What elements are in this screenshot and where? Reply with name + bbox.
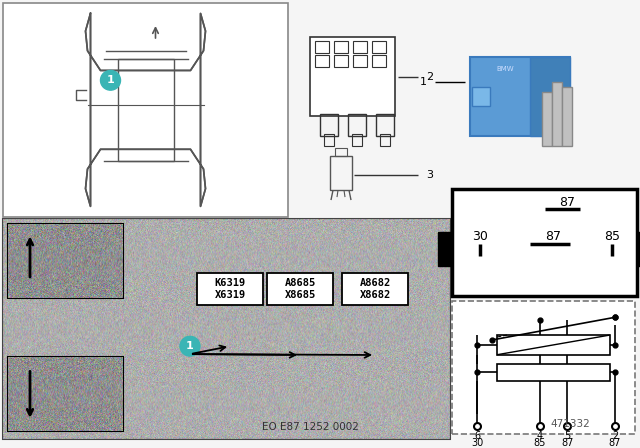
Bar (352, 134, 362, 146)
Bar (315, 55, 329, 67)
Bar (3, 3, 288, 217)
Bar (497, 335, 610, 355)
Text: A8685
X8685: A8685 X8685 (284, 278, 316, 300)
Bar (353, 55, 367, 67)
Text: 1: 1 (420, 77, 427, 87)
Bar (562, 87, 572, 146)
Bar (324, 134, 334, 146)
Text: 30: 30 (471, 439, 483, 448)
Text: 471332: 471332 (550, 419, 590, 429)
Bar (530, 57, 570, 136)
Circle shape (100, 70, 120, 90)
Circle shape (180, 336, 200, 356)
Bar (3, 219, 450, 439)
Bar (197, 273, 263, 305)
Bar (372, 41, 386, 53)
Text: 30: 30 (472, 230, 488, 243)
Bar (470, 57, 570, 136)
Bar (118, 59, 173, 161)
Text: K6319
X6319: K6319 X6319 (214, 278, 246, 300)
Bar (320, 114, 338, 136)
Text: 85: 85 (604, 230, 620, 243)
Bar (472, 87, 490, 107)
Text: 2: 2 (612, 431, 618, 440)
Bar (376, 114, 394, 136)
Text: EO E87 1252 0002: EO E87 1252 0002 (262, 422, 358, 432)
Bar (342, 273, 408, 305)
Bar (334, 41, 348, 53)
Bar (353, 41, 367, 53)
Text: 2: 2 (426, 72, 433, 82)
Polygon shape (86, 13, 205, 207)
Text: 5: 5 (564, 431, 570, 440)
Bar (310, 38, 395, 116)
Text: BMW: BMW (496, 66, 514, 72)
Text: 87: 87 (545, 230, 561, 243)
Text: 87: 87 (609, 439, 621, 448)
Text: 1: 1 (107, 75, 115, 85)
Text: 6: 6 (474, 431, 480, 440)
Bar (315, 41, 329, 53)
Bar (8, 357, 123, 431)
Text: 87: 87 (561, 439, 573, 448)
Bar (438, 232, 452, 266)
Text: 4: 4 (537, 431, 543, 440)
Bar (348, 114, 366, 136)
Bar (335, 148, 347, 156)
Bar (330, 156, 352, 190)
Text: 3: 3 (426, 170, 433, 181)
Bar (380, 134, 390, 146)
Bar (637, 232, 640, 266)
Bar (372, 55, 386, 67)
Bar (334, 55, 348, 67)
Bar (452, 301, 635, 434)
Bar (497, 364, 610, 381)
Bar (542, 92, 552, 146)
Text: A8682
X8682: A8682 X8682 (360, 278, 390, 300)
Bar (267, 273, 333, 305)
Text: 1: 1 (186, 341, 194, 351)
Bar (8, 224, 123, 297)
Bar (452, 189, 637, 296)
Text: 85: 85 (534, 439, 546, 448)
Bar (552, 82, 562, 146)
Text: 87: 87 (559, 197, 575, 210)
Bar (452, 301, 635, 434)
